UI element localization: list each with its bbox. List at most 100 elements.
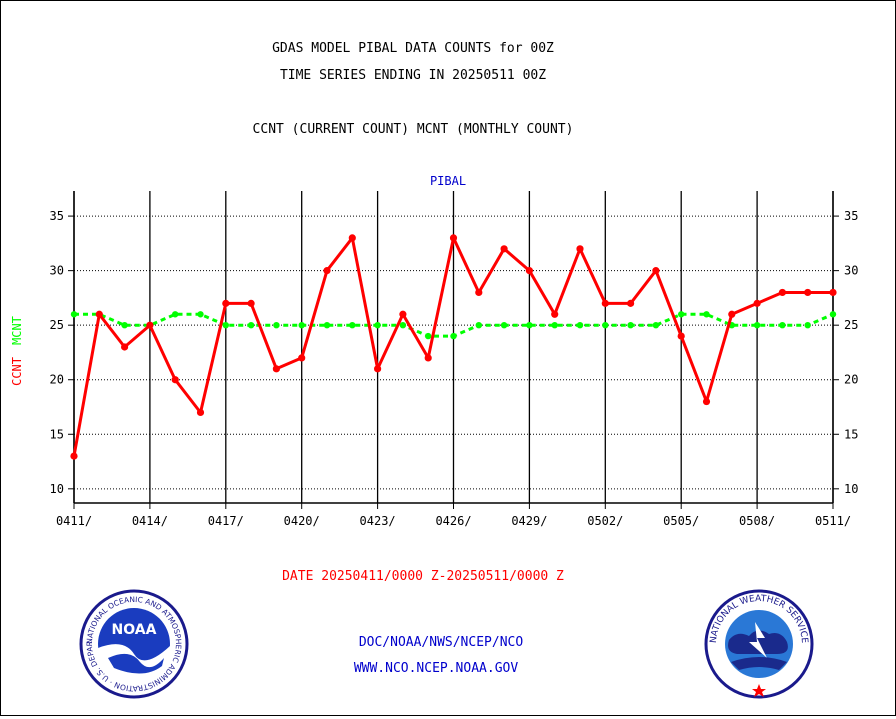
data-point-ccnt <box>399 310 407 318</box>
date-range: DATE 20250411/0000 Z-20250511/0000 Z <box>282 569 564 584</box>
data-point-mcnt <box>70 311 78 318</box>
data-point-mcnt <box>197 311 204 318</box>
data-point-mcnt <box>450 332 457 340</box>
data-point-ccnt <box>500 245 508 253</box>
y-axis-label-ccnt: CCNT <box>10 357 24 386</box>
x-tick-label: 0508/ <box>739 514 775 528</box>
data-point-ccnt <box>95 310 103 318</box>
data-point-mcnt <box>500 321 508 329</box>
series-layer <box>70 234 837 460</box>
x-tick-label: 0420/ <box>284 514 320 528</box>
nws-logo: NATIONAL WEATHER SERVICE <box>704 589 814 699</box>
x-tick-label: 0511/ <box>815 514 851 528</box>
footer-link-doc[interactable]: DOC/NOAA/NWS/NCEP/NCO <box>359 635 524 650</box>
data-point-mcnt <box>222 321 229 329</box>
data-point-ccnt <box>196 408 205 417</box>
y-tick-label-right: 10 <box>844 482 858 496</box>
x-tick-label: 0411/ <box>56 514 92 528</box>
data-point-mcnt <box>399 321 407 329</box>
y-tick-label-right: 20 <box>844 373 858 387</box>
noaa-logo: NOAA NATIONAL OCEANIC AND ATMOSPHERIC AD… <box>79 589 189 699</box>
y-tick-label-left: 10 <box>50 482 64 496</box>
data-point-ccnt <box>70 452 78 460</box>
tick-label-layer: 10 10 15 15 20 20 25 25 30 30 35 35 0411/0414/0417/0… <box>50 209 859 528</box>
x-tick-label: 0505/ <box>663 514 699 528</box>
data-point-mcnt <box>121 321 128 329</box>
data-point-ccnt <box>171 376 179 384</box>
data-point-ccnt <box>652 267 660 275</box>
data-point-ccnt <box>804 288 812 297</box>
data-point-mcnt <box>172 311 179 318</box>
data-point-ccnt <box>551 310 559 318</box>
x-tick-label: 0426/ <box>435 514 471 528</box>
data-point-mcnt <box>273 321 280 329</box>
y-tick-label-right: 35 <box>844 209 858 223</box>
data-point-ccnt <box>525 267 534 275</box>
data-point-mcnt <box>374 321 381 329</box>
data-point-mcnt <box>475 321 482 329</box>
data-point-mcnt <box>425 332 432 340</box>
x-tick-label: 0429/ <box>511 514 547 528</box>
y-axis-label-mcnt: MCNT <box>10 316 24 345</box>
data-point-ccnt <box>601 299 609 307</box>
data-point-mcnt <box>779 321 786 329</box>
data-point-ccnt <box>146 321 154 329</box>
data-point-mcnt <box>602 321 609 329</box>
data-point-mcnt <box>678 311 685 318</box>
data-point-mcnt <box>298 321 305 329</box>
data-point-ccnt <box>298 354 306 362</box>
y-tick-label-left: 20 <box>50 373 64 387</box>
data-point-ccnt <box>272 365 280 373</box>
data-point-mcnt <box>753 321 761 329</box>
data-point-ccnt <box>677 332 685 340</box>
data-point-ccnt <box>121 343 129 351</box>
data-point-ccnt <box>702 397 711 406</box>
data-point-ccnt <box>247 299 255 307</box>
data-point-mcnt <box>247 321 255 329</box>
data-point-ccnt <box>449 234 458 242</box>
data-point-mcnt <box>703 311 710 318</box>
data-point-ccnt <box>424 354 432 362</box>
y-tick-label-left: 25 <box>50 318 64 332</box>
data-point-mcnt <box>804 321 811 329</box>
data-point-ccnt <box>323 267 331 275</box>
data-point-ccnt <box>374 365 382 373</box>
data-point-ccnt <box>627 299 635 307</box>
data-point-ccnt <box>829 288 837 297</box>
chart-title-line2: TIME SERIES ENDING IN 20250511 00Z <box>280 68 546 83</box>
data-point-ccnt <box>753 299 761 307</box>
y-tick-label-left: 15 <box>50 427 64 441</box>
panel-title: PIBAL <box>430 174 466 188</box>
data-point-mcnt <box>576 321 584 329</box>
x-tick-label: 0414/ <box>132 514 168 528</box>
y-axis-label: CCNT MCNT <box>10 316 24 386</box>
y-tick-label-right: 15 <box>844 427 858 441</box>
noaa-logo-text: NOAA <box>112 622 157 638</box>
data-point-ccnt <box>728 310 736 318</box>
footer-link-www[interactable]: WWW.NCO.NCEP.NOAA.GOV <box>354 661 519 676</box>
data-point-mcnt <box>323 321 331 329</box>
data-point-ccnt <box>348 234 356 242</box>
data-point-mcnt <box>652 321 660 329</box>
chart-title-line1: GDAS MODEL PIBAL DATA COUNTS for 00Z <box>272 41 554 56</box>
data-point-ccnt <box>222 299 230 307</box>
chart-subtitle: CCNT (CURRENT COUNT) MCNT (MONTHLY COUNT… <box>253 122 574 137</box>
data-point-mcnt <box>349 321 356 329</box>
x-tick-label: 0423/ <box>360 514 396 528</box>
data-point-ccnt <box>576 245 584 253</box>
data-point-ccnt <box>778 288 787 297</box>
data-point-mcnt <box>627 321 634 329</box>
svg-text:CCNTMCNT: CCNT MCNT <box>10 316 24 386</box>
y-tick-label-left: 35 <box>50 209 64 223</box>
y-tick-label-right: 25 <box>844 318 858 332</box>
data-point-mcnt <box>551 321 558 329</box>
data-point-ccnt <box>475 288 483 297</box>
data-point-mcnt <box>829 311 837 318</box>
y-tick-label-left: 30 <box>50 264 64 278</box>
data-point-mcnt <box>526 321 533 329</box>
x-tick-label: 0417/ <box>208 514 244 528</box>
y-tick-label-right: 30 <box>844 264 858 278</box>
x-tick-label: 0502/ <box>587 514 623 528</box>
